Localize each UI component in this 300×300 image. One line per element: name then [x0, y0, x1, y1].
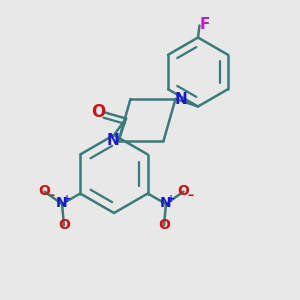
- Text: O: O: [39, 184, 50, 198]
- Text: O: O: [58, 218, 70, 232]
- Text: O: O: [158, 218, 170, 232]
- Text: N: N: [107, 133, 119, 148]
- Text: +: +: [63, 194, 71, 204]
- Text: N: N: [160, 196, 172, 210]
- Text: F: F: [200, 17, 210, 32]
- Text: +: +: [167, 194, 175, 204]
- Text: –: –: [187, 189, 193, 202]
- Text: N: N: [175, 92, 187, 107]
- Text: N: N: [56, 196, 68, 210]
- Text: O: O: [178, 184, 189, 198]
- Text: O: O: [91, 103, 106, 121]
- Text: –: –: [48, 189, 54, 202]
